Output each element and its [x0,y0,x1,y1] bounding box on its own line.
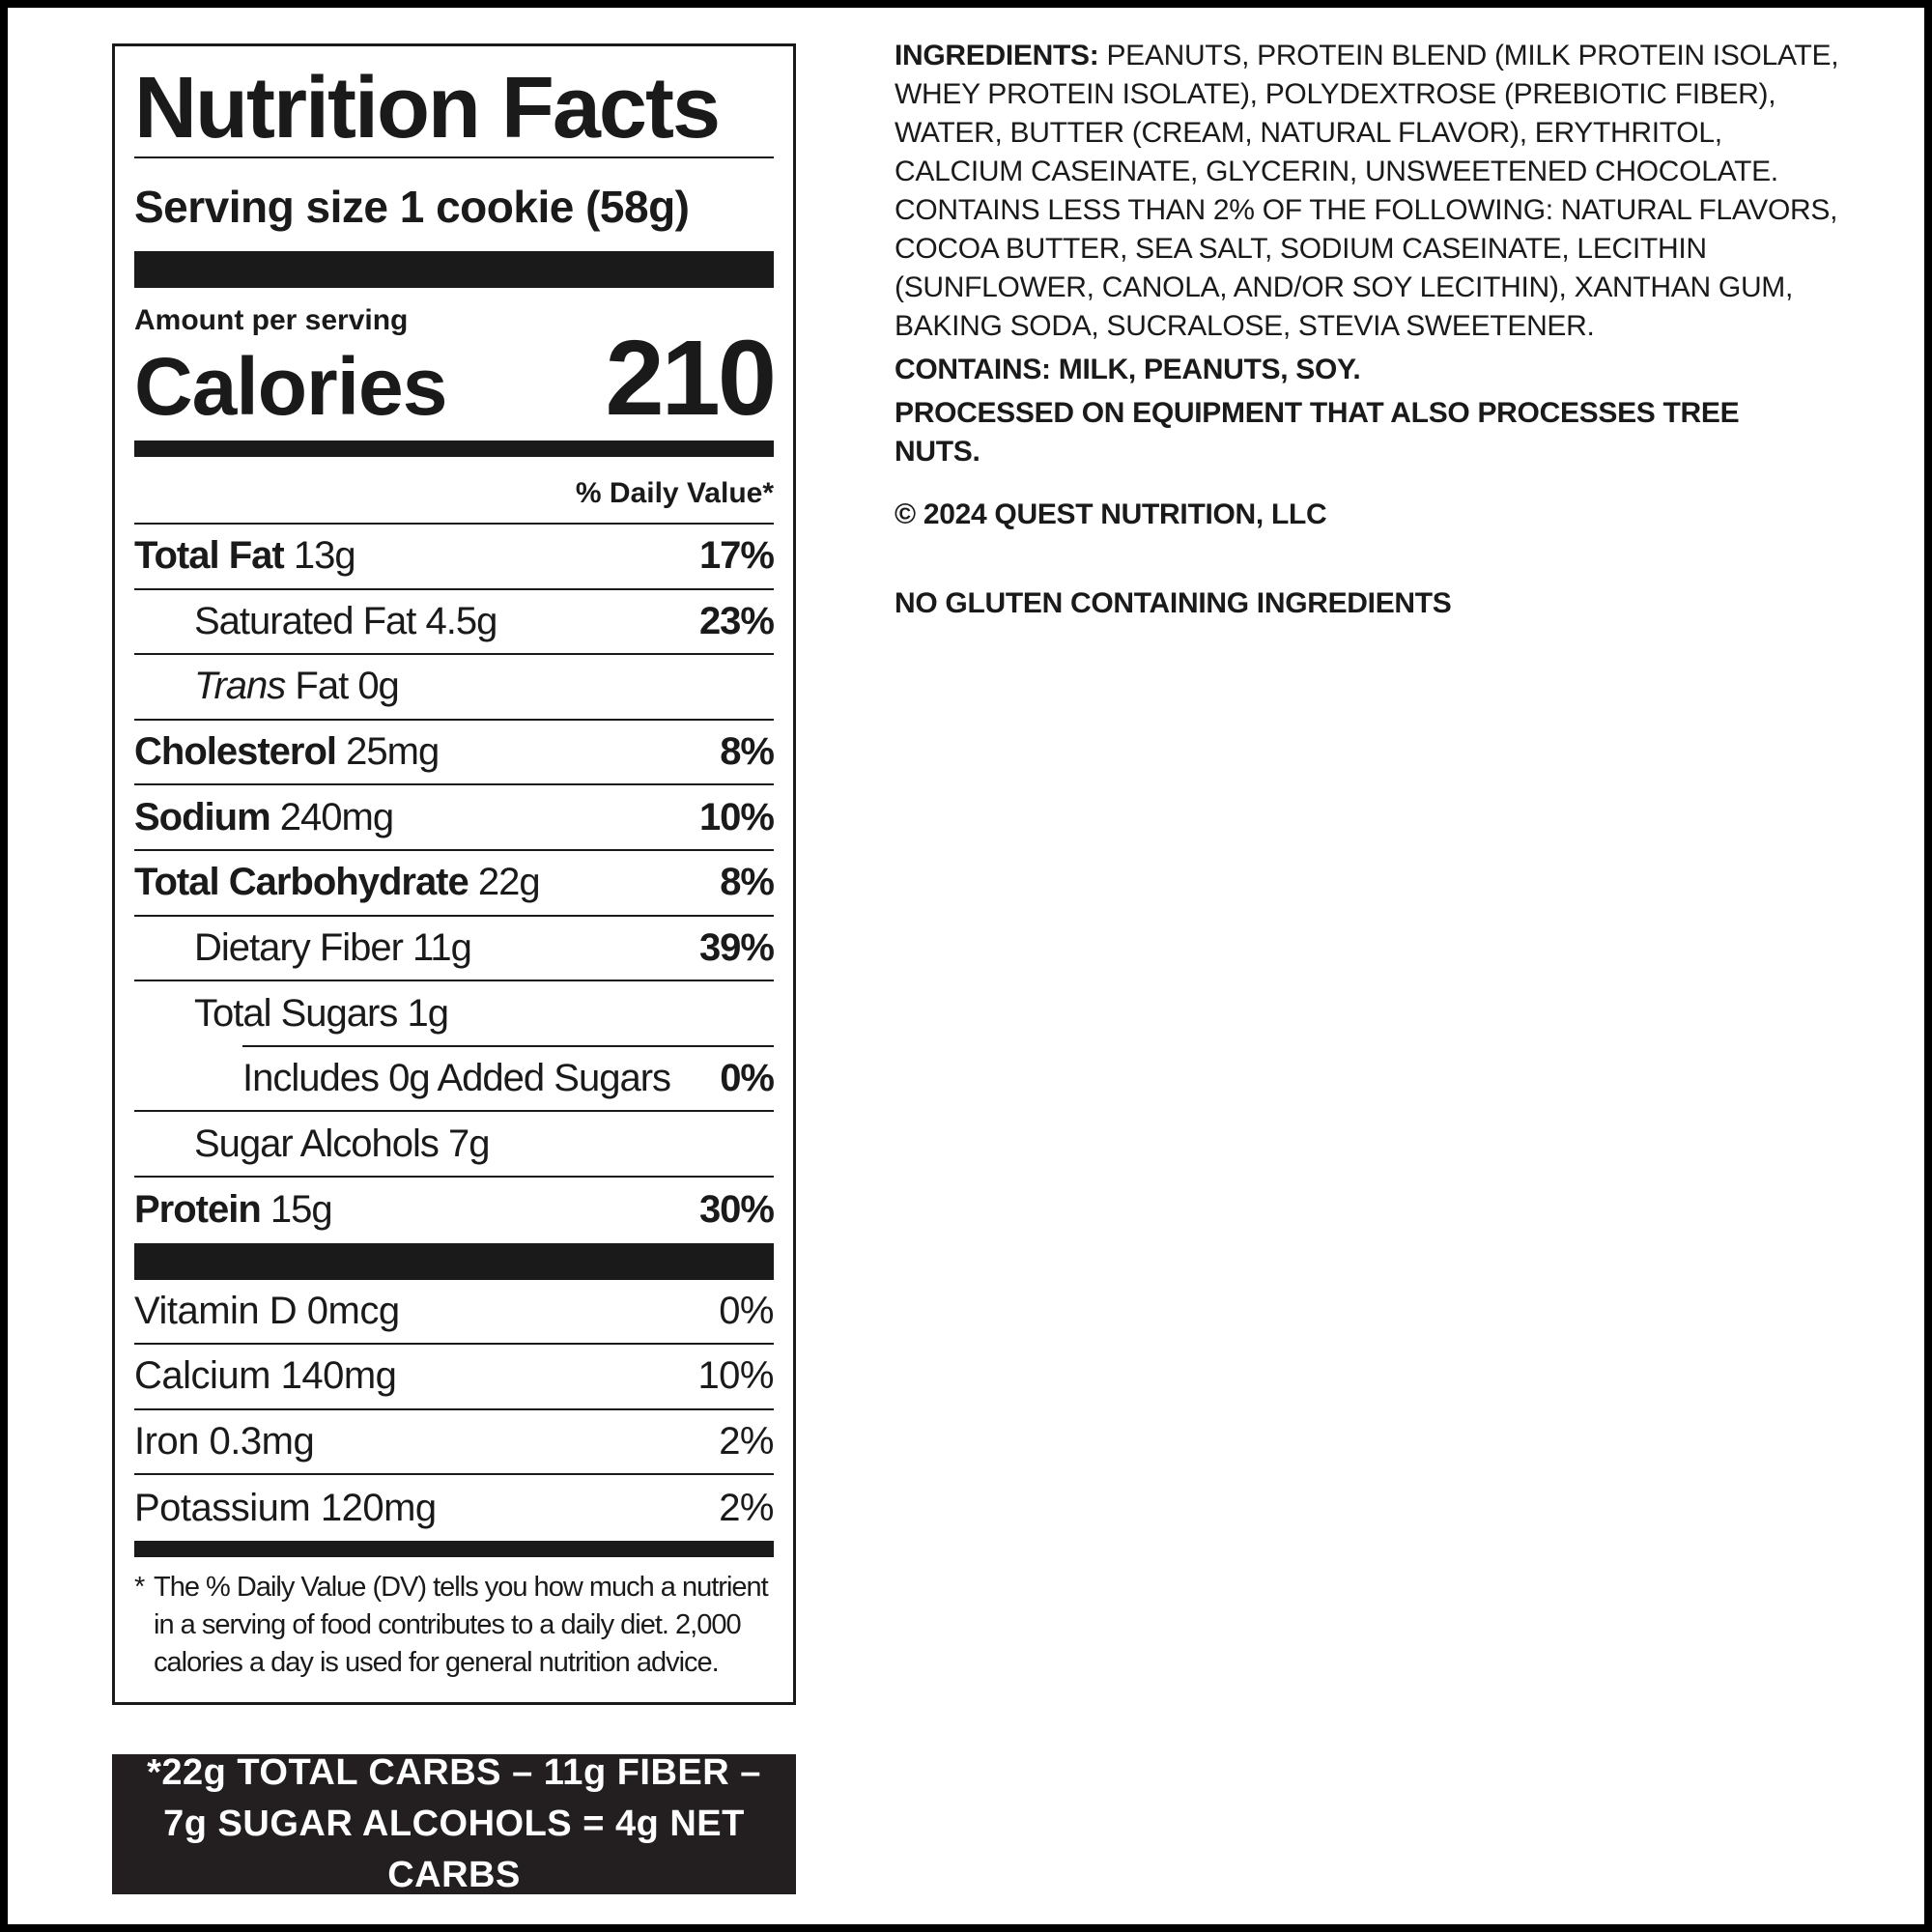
nutrient-row: Total Carbohydrate 22g 8% [134,851,775,917]
nutrient-row: Protein 15g 30% [134,1178,775,1243]
nutrient-name: Total Sugars 1g [194,992,449,1036]
net-carbs-box: *22g TOTAL CARBS – 11g FIBER – 7g SUGAR … [112,1752,796,1895]
divider [134,523,774,525]
vitamin-row: Vitamin D 0mcg 0% [134,1280,774,1346]
nutrient-amount: 22g [477,861,541,904]
nutrient-name: Includes 0g Added Sugars [242,1057,671,1100]
gluten-note: NO GLUTEN CONTAINING INGREDIENTS [895,587,1452,619]
daily-value: 30% [698,1188,775,1232]
vitamin-name: Iron 0.3mg [134,1420,315,1463]
nutrient-name: Sodium [134,795,271,838]
divider [134,156,774,158]
ingredients-panel: INGREDIENTS: PEANUTS, PROTEIN BLEND (MIL… [895,37,1841,623]
nutrient-row: Cholesterol 25mg 8% [134,721,775,786]
daily-value: 23% [698,599,775,642]
daily-value: 10% [698,795,775,838]
daily-value: 2% [719,1420,774,1463]
footnote: * The % Daily Value (DV) tells you how m… [134,1569,774,1682]
nutrient-row: Sugar Alcohols 7g [134,1112,774,1178]
nutrient-name-italic: Trans [194,665,286,708]
label-title: Nutrition Facts [134,60,721,156]
net-carbs-line: *22g TOTAL CARBS – 11g FIBER – [147,1752,761,1793]
medium-bar [134,440,774,457]
daily-value: 2% [719,1486,774,1529]
serving-size: Serving size 1 cookie (58g) [134,182,690,232]
vitamin-name: Vitamin D 0mcg [134,1289,400,1332]
nutrient-row: Dietary Fiber 11g 39% [134,917,775,982]
calories-label: Calories [134,341,447,432]
ingredients-text: PEANUTS, PROTEIN BLEND (MILK PROTEIN ISO… [895,40,1839,342]
nutrient-name: Dietary Fiber 11g [194,925,472,969]
footnote-star: * [134,1571,145,1603]
vitamin-row: Iron 0.3mg 2% [134,1410,774,1476]
processing-note: PROCESSED ON EQUIPMENT THAT ALSO PROCESS… [895,397,1740,468]
amount-per-serving: Amount per serving [134,304,409,336]
footnote-text: The % Daily Value (DV) tells you how muc… [154,1571,769,1678]
nutrient-name: Sugar Alcohols 7g [194,1122,490,1165]
allergens: CONTAINS: MILK, PEANUTS, SOY. [895,354,1361,385]
nutrient-row: Trans Fat 0g [134,655,774,721]
net-carbs-line: 7g SUGAR ALCOHOLS = 4g NET CARBS [163,1804,745,1895]
daily-value-header: % Daily Value* [575,477,774,509]
daily-value: 8% [720,730,775,774]
nutrient-row: Total Fat 13g 17% [134,525,775,590]
medium-bar [134,1540,774,1557]
thick-bar [134,251,774,288]
vitamin-row: Potassium 120mg 2% [134,1475,774,1541]
calories: Calories 210 [134,319,777,438]
daily-value: 17% [698,534,775,578]
daily-value: 39% [698,925,775,969]
nutrient-amount: 13g [293,534,356,578]
nutrient-amount: 25mg [346,730,440,774]
ingredients: INGREDIENTS: PEANUTS, PROTEIN BLEND (MIL… [895,37,1841,346]
nutrient-name: Saturated Fat 4.5g [194,599,497,642]
vitamin-name: Calcium 140mg [134,1354,397,1398]
daily-value: 10% [697,1354,774,1398]
nutrient-name: Total Fat [134,534,285,578]
nutrient-row: Sodium 240mg 10% [134,785,775,851]
nutrient-name: Fat 0g [295,665,399,708]
nutrient-name: Cholesterol [134,730,337,774]
daily-value: 0% [720,1057,775,1100]
ingredients-label: INGREDIENTS: [895,40,1099,71]
thick-bar [134,1242,774,1280]
nutrient-row: Saturated Fat 4.5g 23% [134,590,775,656]
calories-value: 210 [605,319,777,438]
vitamin-row: Calcium 140mg 10% [134,1345,774,1410]
nutrient-row: Total Sugars 1g [134,981,774,1047]
nutrient-name: Total Carbohydrate [134,861,469,904]
copyright: © 2024 QUEST NUTRITION, LLC [895,498,1327,530]
daily-value: 0% [719,1289,774,1332]
nutrient-name: Protein [134,1188,262,1232]
nutrition-label: Nutrition Facts Serving size 1 cookie (5… [112,43,796,1705]
nutrient-row: Includes 0g Added Sugars 0% [134,1047,775,1113]
nutrient-amount: 240mg [279,795,394,838]
vitamin-name: Potassium 120mg [134,1486,437,1529]
daily-value: 8% [720,861,775,904]
nutrient-amount: 15g [270,1188,333,1232]
